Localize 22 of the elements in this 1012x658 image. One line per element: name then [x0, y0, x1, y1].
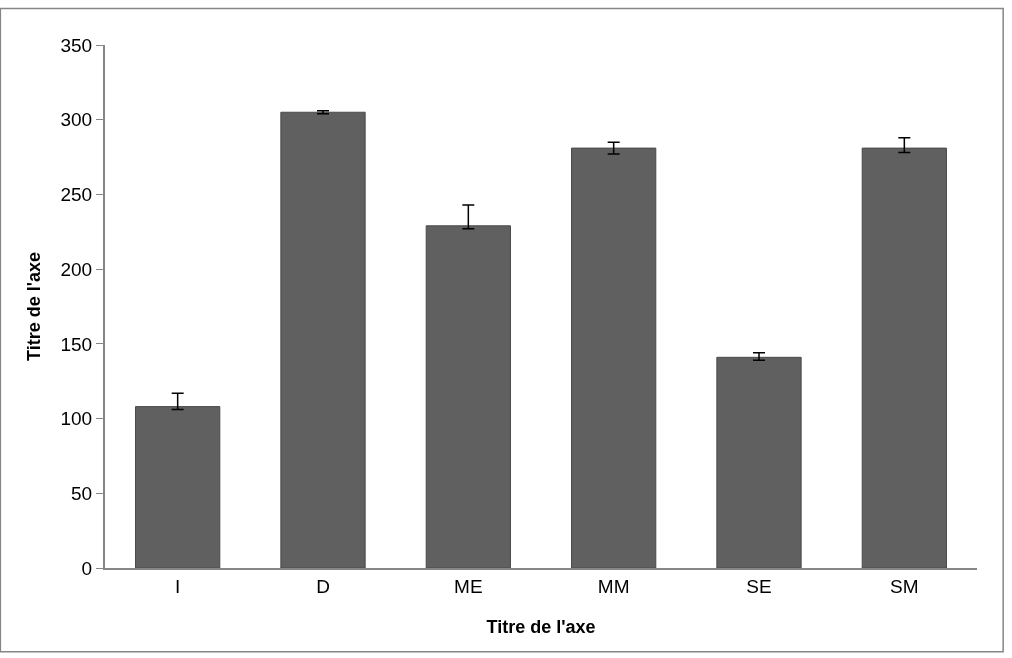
bar: [280, 111, 366, 568]
y-tick-label: 50: [71, 482, 93, 504]
x-tick-label: SM: [890, 575, 919, 597]
y-tick-label: 100: [60, 408, 93, 430]
bar: [135, 406, 221, 568]
x-tick-label: I: [175, 575, 181, 597]
bar: [861, 147, 947, 568]
y-tick-label: 350: [60, 34, 93, 56]
bar: [425, 225, 511, 568]
y-tick-label: 0: [81, 557, 93, 579]
x-tick-label: MM: [597, 575, 630, 597]
y-tick-label: 250: [60, 184, 93, 206]
y-tick-label: 150: [60, 333, 93, 355]
x-tick-label: SE: [746, 575, 772, 597]
y-tick-label: 200: [60, 258, 93, 280]
y-tick-label: 300: [60, 109, 93, 131]
bar: [716, 356, 802, 568]
bar: [571, 147, 657, 568]
x-tick-label: D: [316, 575, 330, 597]
y-axis-title: Titre de l'axe: [24, 251, 45, 362]
x-tick-label: ME: [454, 575, 483, 597]
x-axis-title: Titre de l'axe: [486, 617, 596, 638]
